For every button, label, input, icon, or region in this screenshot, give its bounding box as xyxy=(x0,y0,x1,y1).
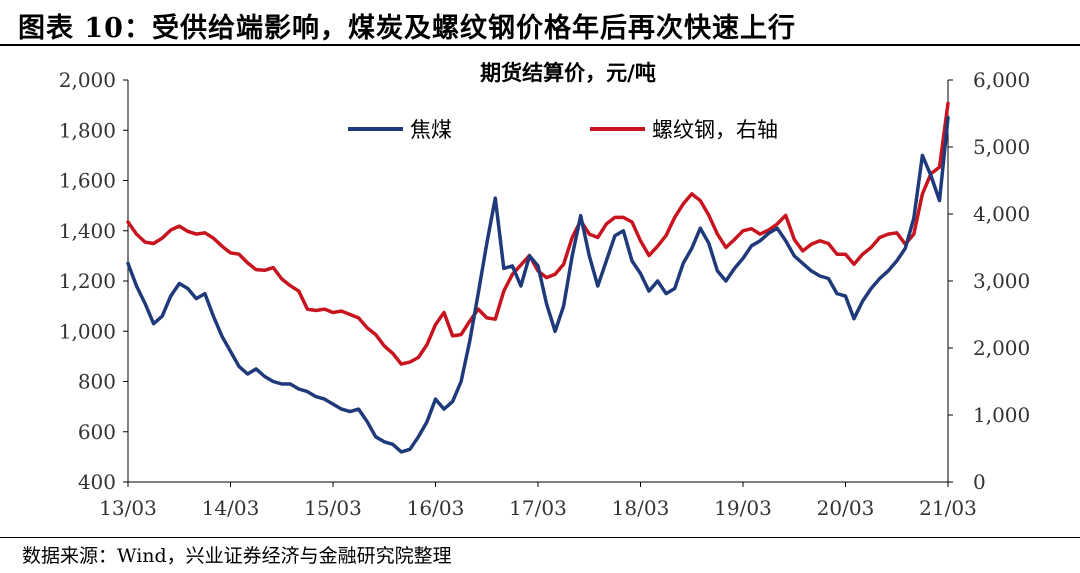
plot-frame xyxy=(127,80,949,483)
x-tick-label: 21/03 xyxy=(919,496,977,520)
left-tick-label: 1,200 xyxy=(59,269,116,293)
left-tick-label: 600 xyxy=(78,420,116,444)
source-note: 数据来源：Wind，兴业证券经济与金融研究院整理 xyxy=(22,545,452,567)
right-tick-label: 1,000 xyxy=(973,403,1030,427)
series-layer xyxy=(126,101,950,454)
x-tick-label: 15/03 xyxy=(304,496,362,520)
series-line-rebar xyxy=(126,101,950,366)
left-axis: 400 600 800 1,000 1,200 1,400 1,600 1,800 2,000 xyxy=(59,68,128,494)
left-tick-label: 2,000 xyxy=(59,68,116,92)
right-tick-label: 4,000 xyxy=(973,202,1030,226)
x-tick-label: 20/03 xyxy=(817,496,875,520)
right-tick-label: 3,000 xyxy=(973,269,1030,293)
legend-label: 螺纹钢，右轴 xyxy=(652,118,778,142)
chart-subtitle: 期货结算价，元/吨 xyxy=(480,60,656,85)
left-tick-label: 1,400 xyxy=(59,219,116,243)
source-rule xyxy=(0,537,1080,538)
left-tick-label: 1,800 xyxy=(59,118,116,142)
left-tick-label: 1,600 xyxy=(59,169,116,193)
left-tick-label: 800 xyxy=(78,370,116,394)
right-tick-label: 6,000 xyxy=(973,68,1030,92)
x-tick-label: 17/03 xyxy=(509,496,567,520)
left-tick-label: 1,000 xyxy=(59,319,116,343)
title-rule xyxy=(0,44,1080,46)
legend: 焦煤 螺纹钢，右轴 xyxy=(348,118,778,142)
right-axis: 0 1,000 2,000 3,000 4,000 5,000 6,000 xyxy=(948,68,1030,494)
x-tick-label: 16/03 xyxy=(407,496,465,520)
x-tick-label: 13/03 xyxy=(99,496,157,520)
x-axis: 13/03 14/03 15/03 16/03 17/03 18/03 19/03 20/03… xyxy=(99,482,977,520)
series-line-coking-coal xyxy=(126,115,950,454)
x-tick-label: 18/03 xyxy=(612,496,670,520)
right-tick-label: 0 xyxy=(973,470,986,494)
legend-label: 焦煤 xyxy=(410,118,452,142)
right-tick-label: 5,000 xyxy=(973,135,1030,159)
left-tick-label: 400 xyxy=(78,470,116,494)
x-tick-label: 19/03 xyxy=(714,496,772,520)
x-tick-label: 14/03 xyxy=(202,496,260,520)
figure-title: 图表 10：受供给端影响，煤炭及螺纹钢价格年后再次快速上行 xyxy=(18,13,796,44)
right-tick-label: 2,000 xyxy=(973,336,1030,360)
